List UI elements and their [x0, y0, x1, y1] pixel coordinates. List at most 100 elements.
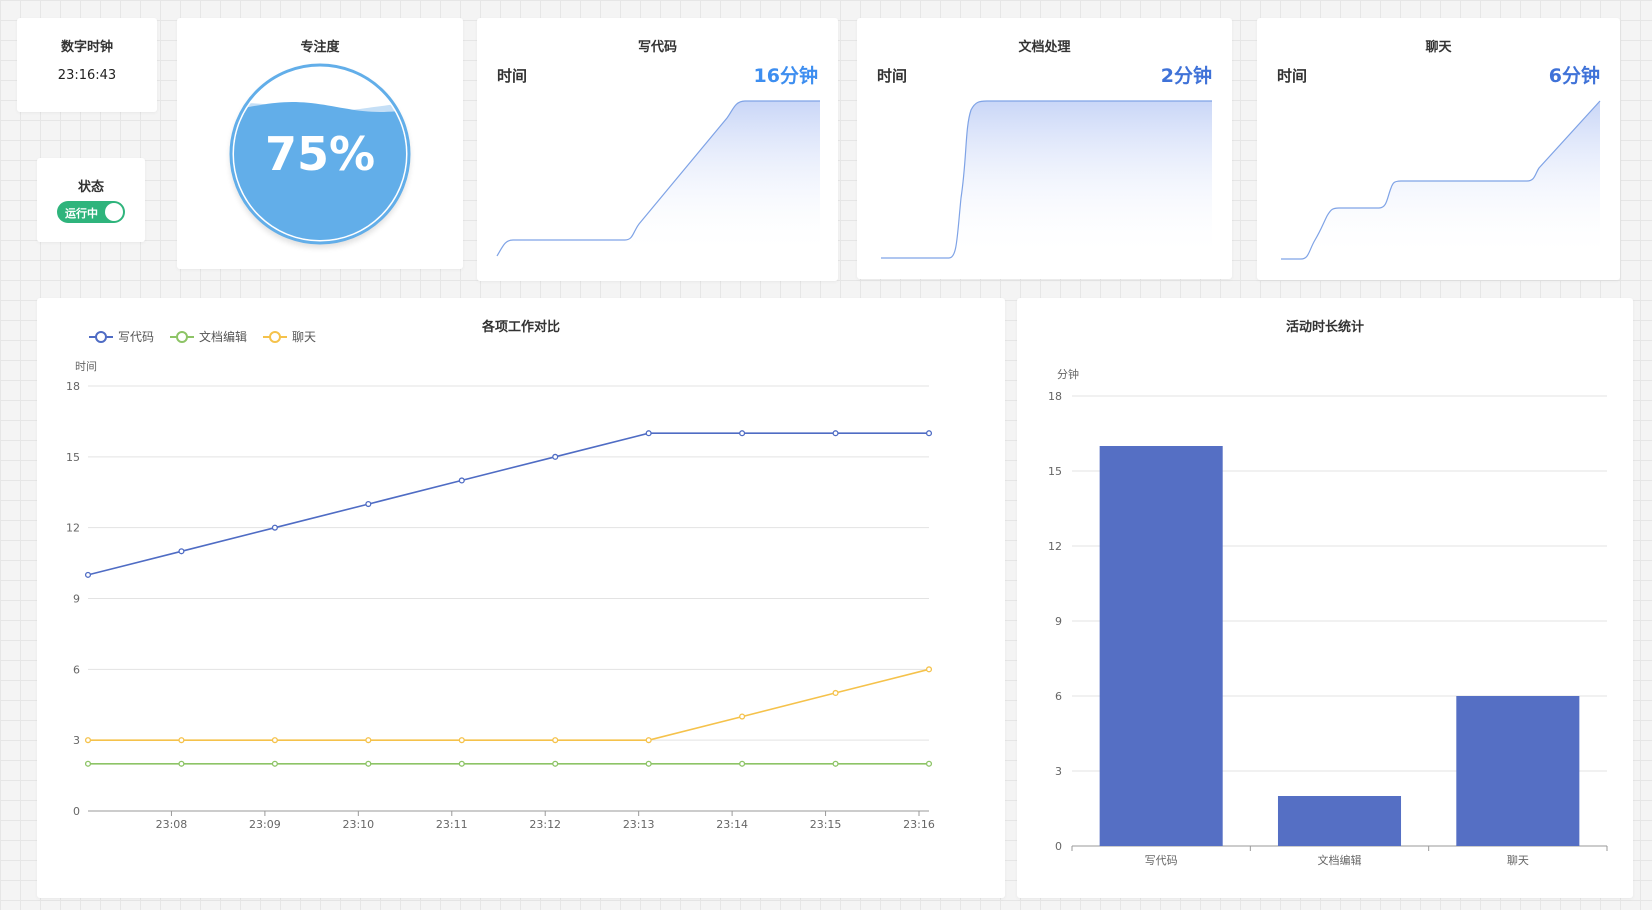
line-point	[552, 760, 559, 767]
coding-area	[497, 101, 820, 256]
document-area	[881, 101, 1212, 258]
focus-gauge: 75%	[229, 63, 411, 248]
clock-time: 23:16:43	[57, 68, 117, 83]
focus-percent: 75%	[265, 127, 375, 181]
coding-line	[496, 100, 820, 257]
bar-chart-y-tick: 12	[1048, 540, 1062, 553]
bar-chart-y-tick: 0	[1055, 840, 1062, 853]
legend-label: 聊天	[292, 330, 316, 344]
line-chart-y-tick: 3	[73, 734, 80, 747]
line-point	[832, 760, 839, 767]
line-series-聊天	[88, 668, 930, 742]
duration-bar-chart-card: 活动时长统计 0 3 6 9 12 15 18 分钟 写代码 文档编辑 聊天	[1017, 298, 1633, 898]
line-chart-x-tick: 23:15	[810, 818, 842, 831]
comparison-line-chart-card: 各项工作对比 0 3 6 9 12 15 18 时间 23:08 23:09 23:10 23:11 2…	[37, 298, 1005, 898]
coding-time-label: 时间	[497, 67, 528, 85]
chat-card: 聊天 时间 6分钟	[1257, 18, 1620, 280]
coding-title: 写代码	[637, 40, 677, 55]
chat-title: 聊天	[1425, 40, 1452, 55]
status-toggle[interactable]: 运行中	[57, 201, 125, 223]
legend-label: 文档编辑	[199, 329, 247, 344]
document-title: 文档处理	[1018, 40, 1071, 55]
chat-line	[1281, 100, 1601, 260]
document-time-label: 时间	[877, 67, 908, 85]
line-point	[365, 760, 372, 767]
clock-title: 数字时钟	[60, 40, 113, 55]
status-card: 状态 运行中	[37, 158, 145, 242]
coding-value: 16分钟	[753, 65, 818, 87]
line-chart-y-tick: 0	[73, 805, 80, 818]
bar-chart-x-tick: 聊天	[1507, 853, 1529, 867]
line-point	[271, 760, 278, 767]
line-point	[365, 737, 372, 744]
line-chart-x-tick: 23:12	[529, 818, 561, 831]
line-point	[739, 713, 746, 720]
status-toggle-label: 运行中	[65, 207, 98, 220]
bar-chart-y-tick: 15	[1048, 465, 1062, 478]
focus-title: 专注度	[300, 40, 340, 55]
line-chart-y-tick: 15	[66, 451, 80, 464]
comparison-line-chart: 0 3 6 9 12 15 18 时间 23:08 23:09 23:10 23:11 23:12 23:…	[66, 329, 935, 831]
line-point	[832, 430, 839, 437]
bar-聊天	[1456, 696, 1580, 846]
chat-sparkline	[1281, 100, 1601, 260]
line-chart-y-tick: 6	[73, 663, 80, 676]
document-sparkline	[881, 100, 1212, 259]
line-point	[178, 548, 185, 555]
line-series-写代码	[87, 432, 929, 576]
line-point	[645, 737, 652, 744]
line-chart-title: 各项工作对比	[481, 320, 560, 335]
line-point	[84, 571, 92, 578]
line-chart-y-tick: 18	[66, 380, 80, 393]
legend-marker	[176, 331, 188, 343]
line-point	[925, 760, 933, 767]
chat-time-label: 时间	[1277, 67, 1308, 85]
chat-area	[1281, 101, 1600, 259]
coding-card: 写代码 时间 16分钟	[477, 18, 838, 281]
line-chart-x-tick: 23:09	[249, 818, 281, 831]
focus-card: 75% 专注度	[177, 18, 463, 269]
line-point	[645, 430, 652, 437]
document-card: 文档处理 时间 2分钟	[857, 18, 1232, 279]
line-point	[739, 760, 746, 767]
bar-chart-title: 活动时长统计	[1285, 320, 1364, 335]
line-point	[552, 453, 559, 460]
bar-文档编辑	[1277, 796, 1402, 846]
legend-marker	[269, 331, 281, 343]
line-point	[458, 760, 465, 767]
document-line	[881, 100, 1212, 259]
line-point	[645, 760, 652, 767]
document-value: 2分钟	[1160, 65, 1212, 87]
legend-label: 写代码	[118, 330, 154, 344]
bar-chart-y-label: 分钟	[1057, 367, 1079, 381]
line-point	[925, 430, 933, 437]
line-point	[832, 689, 839, 696]
line-chart-y-tick: 9	[73, 593, 80, 606]
legend-marker	[95, 331, 107, 343]
line-chart-x-tick: 23:16	[903, 818, 935, 831]
line-point	[84, 737, 92, 744]
bar-chart-y-tick: 6	[1055, 690, 1062, 703]
bar-chart-y-tick: 3	[1055, 765, 1062, 778]
line-chart-x-tick: 23:08	[156, 818, 188, 831]
line-chart-y-label: 时间	[75, 360, 97, 373]
line-chart-x-tick: 23:10	[342, 818, 374, 831]
line-point	[178, 760, 185, 767]
line-point	[925, 666, 933, 673]
bar-chart-y-tick: 18	[1048, 390, 1062, 403]
chat-value: 6分钟	[1548, 65, 1600, 87]
line-point	[552, 737, 559, 744]
line-point	[271, 737, 278, 744]
bar-写代码	[1099, 446, 1223, 846]
line-point	[365, 501, 372, 508]
line-chart-y-tick: 12	[66, 522, 80, 535]
line-point	[271, 524, 278, 531]
toggle-knob	[105, 203, 123, 221]
status-title: 状态	[77, 180, 104, 195]
coding-sparkline	[496, 100, 820, 257]
line-point	[84, 760, 92, 767]
line-chart-x-tick: 23:14	[716, 818, 748, 831]
bar-chart-x-tick: 写代码	[1145, 854, 1178, 867]
bar-chart-x-tick: 文档编辑	[1318, 853, 1362, 867]
